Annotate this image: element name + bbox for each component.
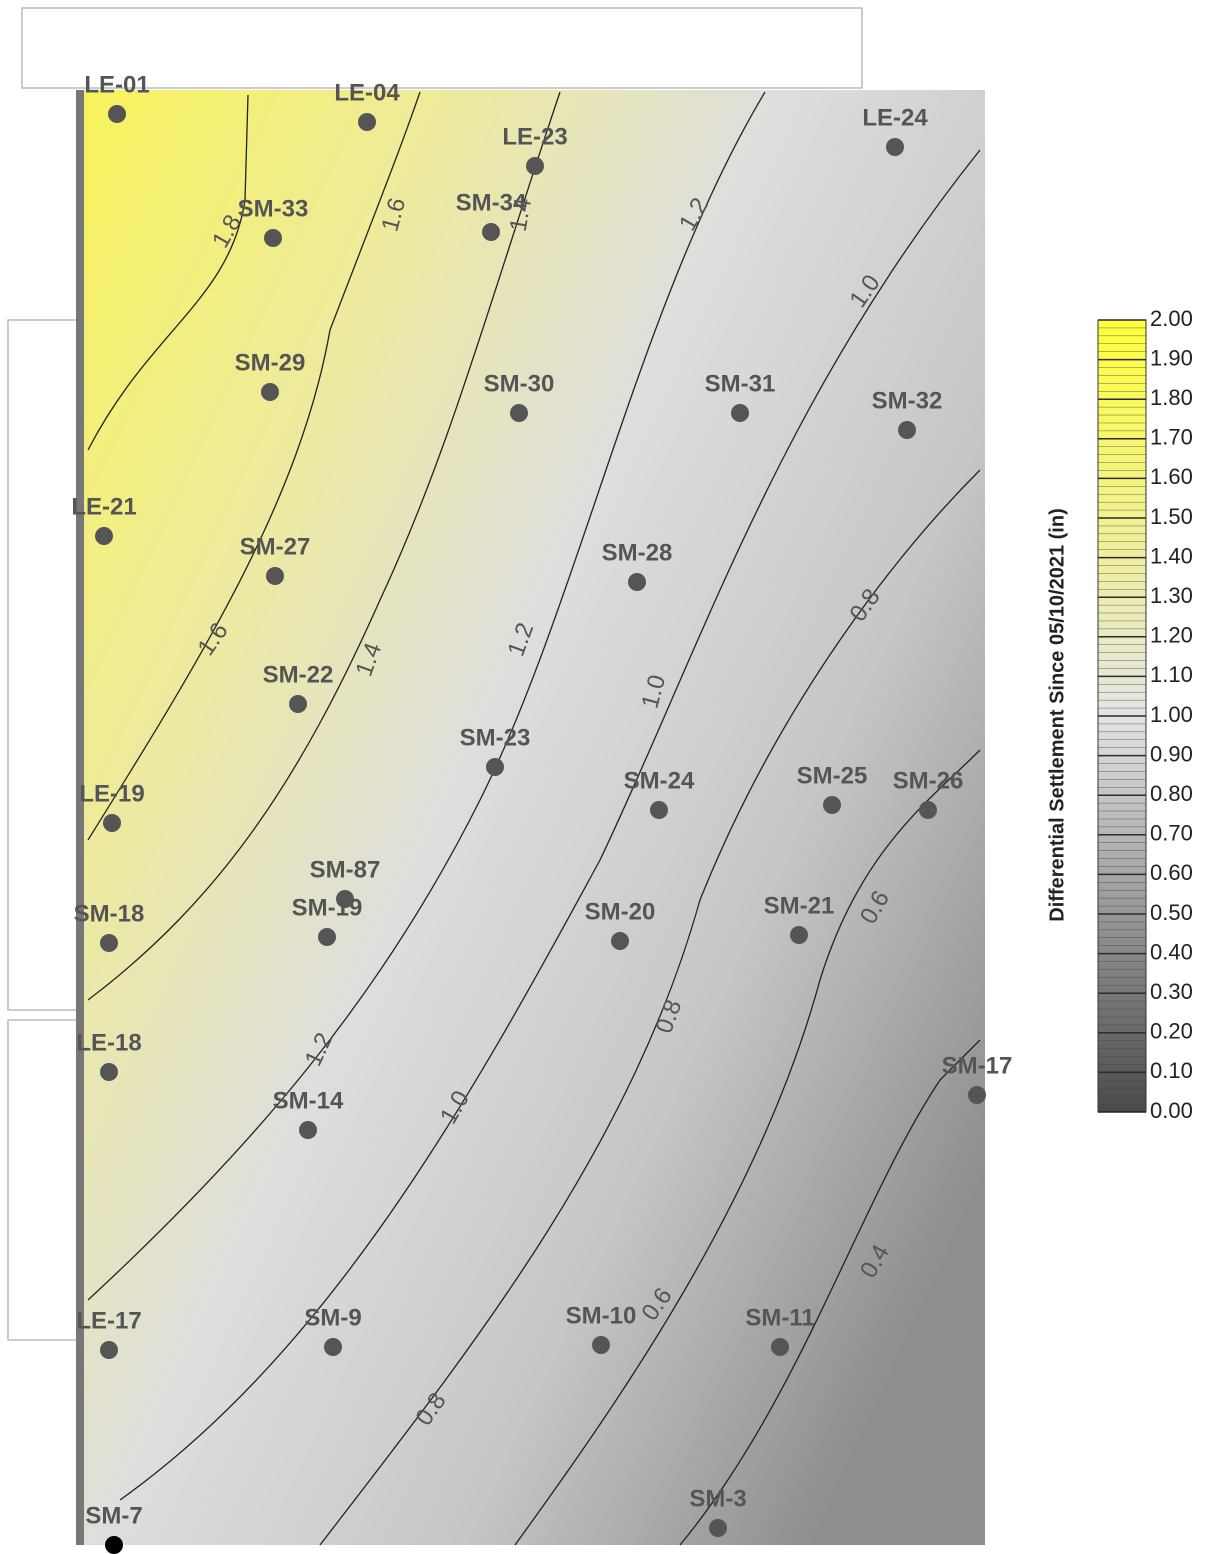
point-label: SM-22 (263, 661, 334, 688)
point-label: SM-34 (456, 189, 527, 216)
monitoring-point (709, 1519, 727, 1537)
monitoring-point (919, 801, 937, 819)
colorbar-tick-label: 1.70 (1150, 425, 1193, 450)
monitoring-point (103, 814, 121, 832)
colorbar-tick-label: 0.00 (1150, 1098, 1193, 1123)
point-label: SM-17 (942, 1052, 1013, 1079)
colorbar-tick-label: 1.90 (1150, 345, 1193, 370)
point-label: SM-31 (705, 370, 776, 397)
colorbar-tick-label: 0.50 (1150, 900, 1193, 925)
point-label: SM-33 (238, 195, 309, 222)
colorbar-tick-label: 0.90 (1150, 741, 1193, 766)
colorbar-tick-label: 0.30 (1150, 979, 1193, 1004)
monitoring-point (105, 1536, 123, 1554)
monitoring-point (299, 1121, 317, 1139)
colorbar-title: Differential Settlement Since 05/10/2021… (1046, 508, 1068, 922)
point-label: LE-24 (862, 104, 928, 131)
monitoring-point (264, 229, 282, 247)
point-label: SM-10 (566, 1302, 637, 1329)
monitoring-point (289, 695, 307, 713)
monitoring-point (510, 404, 528, 422)
colorbar-tick-label: 1.60 (1150, 464, 1193, 489)
point-label: LE-18 (76, 1029, 141, 1056)
point-label: SM-27 (240, 533, 311, 560)
monitoring-point (968, 1086, 986, 1104)
point-label: LE-19 (79, 780, 144, 807)
point-label: SM-18 (74, 900, 145, 927)
monitoring-point (790, 926, 808, 944)
point-label: LE-01 (84, 71, 149, 98)
colorbar-tick-label: 1.20 (1150, 623, 1193, 648)
colorbar-tick-label: 1.50 (1150, 504, 1193, 529)
colorbar-tick-label: 2.00 (1150, 306, 1193, 331)
monitoring-point (108, 105, 126, 123)
wall (76, 90, 84, 1545)
colorbar-tick-label: 0.60 (1150, 860, 1193, 885)
monitoring-point (592, 1336, 610, 1354)
point-label: LE-21 (71, 493, 136, 520)
point-label: SM-14 (273, 1087, 344, 1114)
monitoring-point (526, 157, 544, 175)
colorbar-tick-label: 1.00 (1150, 702, 1193, 727)
colorbar-tick-label: 0.10 (1150, 1058, 1193, 1083)
monitoring-point (898, 421, 916, 439)
colorbar-tick-label: 1.30 (1150, 583, 1193, 608)
point-label: LE-04 (334, 79, 400, 106)
settlement-field (78, 90, 985, 1545)
point-label: SM-11 (745, 1304, 814, 1331)
colorbar-tick-label: 0.80 (1150, 781, 1193, 806)
point-label: SM-21 (764, 892, 835, 919)
colorbar-tick-label: 0.20 (1150, 1019, 1193, 1044)
monitoring-point (886, 138, 904, 156)
point-label: SM-87 (310, 856, 381, 883)
point-label: SM-24 (624, 767, 695, 794)
point-label: SM-23 (460, 724, 531, 751)
point-label: SM-32 (872, 387, 943, 414)
point-label: SM-19 (292, 894, 363, 921)
monitoring-point (100, 934, 118, 952)
monitoring-point (324, 1338, 342, 1356)
point-label: SM-28 (602, 539, 673, 566)
colorbar-tick-label: 1.40 (1150, 543, 1193, 568)
contours (87, 91, 981, 1546)
monitoring-point (100, 1063, 118, 1081)
monitoring-point (318, 928, 336, 946)
point-label: SM-3 (689, 1485, 746, 1512)
monitoring-point (650, 801, 668, 819)
monitoring-point (611, 932, 629, 950)
monitoring-point (266, 567, 284, 585)
point-label: SM-7 (85, 1502, 142, 1529)
monitoring-point (731, 404, 749, 422)
monitoring-point (486, 758, 504, 776)
point-label: SM-30 (484, 370, 555, 397)
monitoring-point (771, 1338, 789, 1356)
point-label: SM-26 (893, 767, 964, 794)
monitoring-point (336, 890, 354, 908)
colorbar-tick-label: 1.80 (1150, 385, 1193, 410)
point-label: SM-9 (304, 1304, 361, 1331)
monitoring-point (95, 527, 113, 545)
colorbar-tick-label: 0.40 (1150, 939, 1193, 964)
point-label: SM-25 (797, 762, 868, 789)
monitoring-point (482, 223, 500, 241)
point-label: SM-29 (235, 349, 306, 376)
point-label: LE-23 (502, 123, 567, 150)
monitoring-point (358, 113, 376, 131)
monitoring-point (628, 573, 646, 591)
monitoring-point (261, 383, 279, 401)
point-label: SM-20 (585, 898, 656, 925)
monitoring-point (100, 1341, 118, 1359)
colorbar-tick-label: 0.70 (1150, 821, 1193, 846)
contour-label: 1.4 (505, 196, 537, 234)
colorbar-tick-label: 1.10 (1150, 662, 1193, 687)
point-label: LE-17 (76, 1307, 141, 1334)
monitoring-point (823, 796, 841, 814)
